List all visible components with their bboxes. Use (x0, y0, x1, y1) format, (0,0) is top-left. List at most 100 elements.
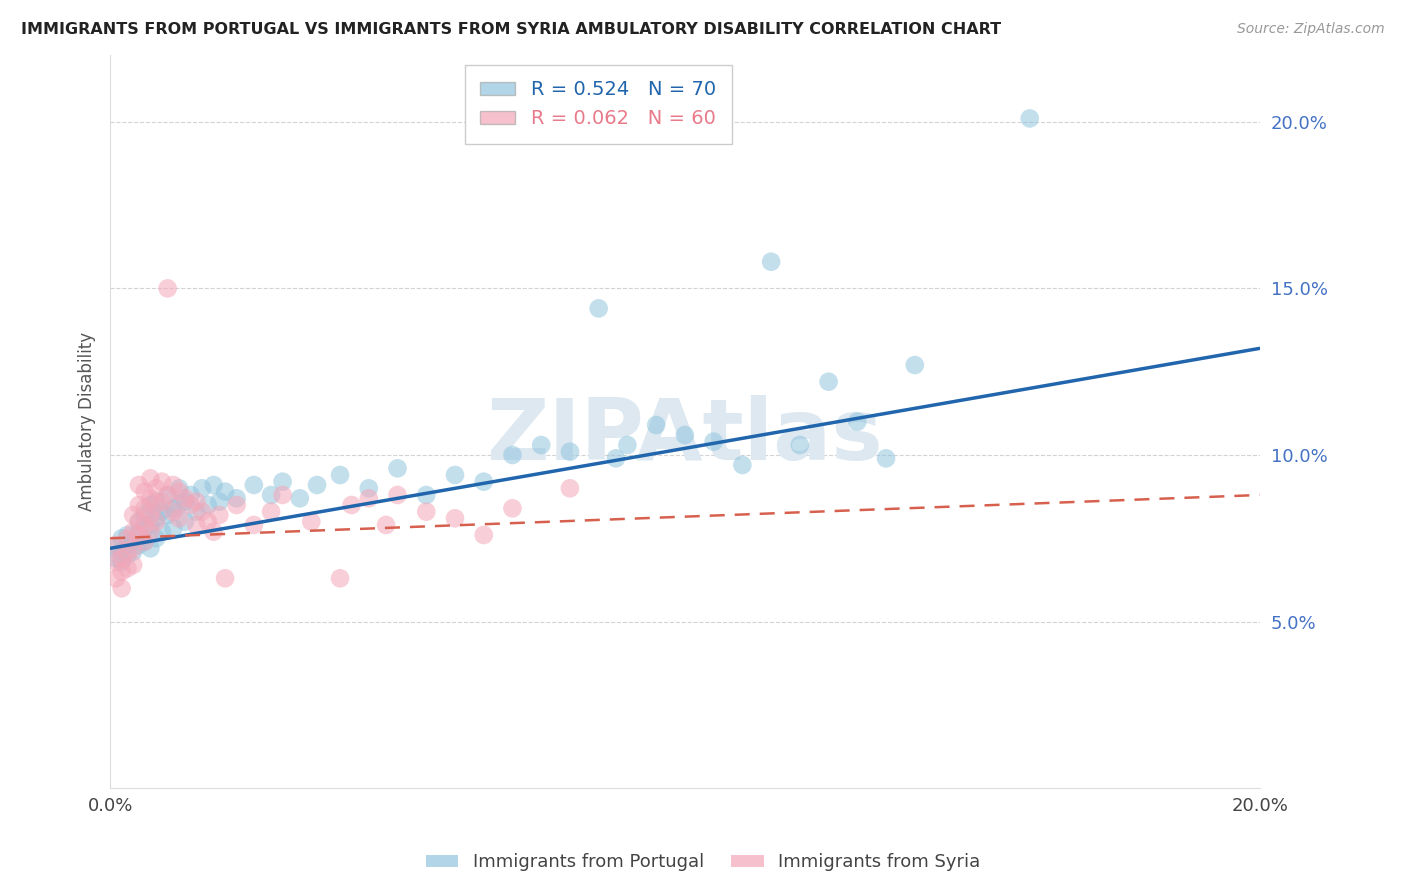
Point (202, 478, 225, 492)
Point (605, 451, 627, 466)
Point (501, 501, 523, 516)
Point (128, 528, 150, 542)
Point (288, 491, 311, 506)
Point (299, 515, 322, 529)
Point (214, 484, 236, 499)
Point (145, 511, 167, 525)
Point (197, 515, 219, 529)
Point (271, 475, 294, 489)
Point (139, 518, 162, 533)
Point (208, 494, 231, 508)
Point (139, 508, 162, 522)
Point (191, 481, 214, 495)
Point (122, 558, 145, 572)
Legend: R = 0.524   N = 70, R = 0.062   N = 60: R = 0.524 N = 70, R = 0.062 N = 60 (465, 65, 731, 144)
Point (104, 538, 127, 552)
Point (111, 565, 134, 579)
Point (145, 515, 167, 529)
Point (307, 478, 329, 492)
Point (225, 491, 247, 506)
Point (128, 478, 150, 492)
Point (225, 498, 247, 512)
Point (846, 415, 869, 429)
Point (588, 301, 610, 316)
Point (243, 478, 266, 492)
Point (444, 468, 467, 483)
Point (673, 428, 696, 442)
Point (128, 515, 150, 529)
Point (243, 518, 266, 533)
Point (122, 541, 145, 556)
Point (191, 505, 214, 519)
Point (904, 358, 927, 372)
Point (173, 515, 195, 529)
Point (558, 444, 581, 458)
Point (340, 498, 363, 512)
Point (645, 417, 668, 432)
Point (139, 471, 162, 485)
Point (329, 468, 352, 483)
Point (530, 438, 553, 452)
Point (444, 511, 467, 525)
Point (128, 498, 150, 512)
Point (703, 434, 725, 449)
Point (150, 475, 173, 489)
Point (156, 488, 179, 502)
Point (616, 438, 638, 452)
Point (139, 498, 162, 512)
Point (128, 524, 150, 539)
Point (117, 538, 139, 552)
Point (134, 518, 156, 533)
Point (145, 481, 167, 495)
Point (186, 518, 208, 533)
Point (501, 448, 523, 462)
Point (789, 438, 811, 452)
Point (150, 524, 173, 539)
Legend: Immigrants from Portugal, Immigrants from Syria: Immigrants from Portugal, Immigrants fro… (419, 847, 987, 879)
Point (122, 534, 145, 549)
Text: IMMIGRANTS FROM PORTUGAL VS IMMIGRANTS FROM SYRIA AMBULATORY DISABILITY CORRELAT: IMMIGRANTS FROM PORTUGAL VS IMMIGRANTS F… (21, 22, 1001, 37)
Point (134, 508, 156, 522)
Point (150, 494, 173, 508)
Point (260, 488, 283, 502)
Point (875, 451, 897, 466)
Point (1018, 112, 1040, 126)
Point (208, 508, 231, 522)
Point (167, 481, 190, 495)
Point (156, 488, 179, 502)
Point (111, 531, 134, 545)
Y-axis label: Ambulatory Disability: Ambulatory Disability (79, 332, 96, 511)
Point (134, 521, 156, 535)
Point (329, 571, 352, 585)
Point (472, 475, 495, 489)
Point (162, 478, 184, 492)
Point (117, 528, 139, 542)
Point (202, 524, 225, 539)
Point (128, 515, 150, 529)
Point (156, 281, 179, 295)
Point (387, 488, 409, 502)
Point (357, 481, 380, 495)
Point (271, 488, 294, 502)
Point (117, 548, 139, 562)
Point (817, 375, 839, 389)
Point (122, 544, 145, 558)
Point (472, 528, 495, 542)
Point (134, 501, 156, 516)
Point (167, 511, 190, 525)
Point (111, 582, 134, 596)
Point (111, 544, 134, 558)
Point (134, 484, 156, 499)
Point (167, 498, 190, 512)
Point (111, 555, 134, 569)
Point (167, 484, 190, 499)
Point (104, 551, 127, 566)
Point (759, 254, 782, 268)
Point (162, 505, 184, 519)
Point (260, 505, 283, 519)
Point (122, 508, 145, 522)
Point (375, 518, 398, 533)
Point (104, 555, 127, 569)
Point (145, 531, 167, 545)
Point (162, 501, 184, 516)
